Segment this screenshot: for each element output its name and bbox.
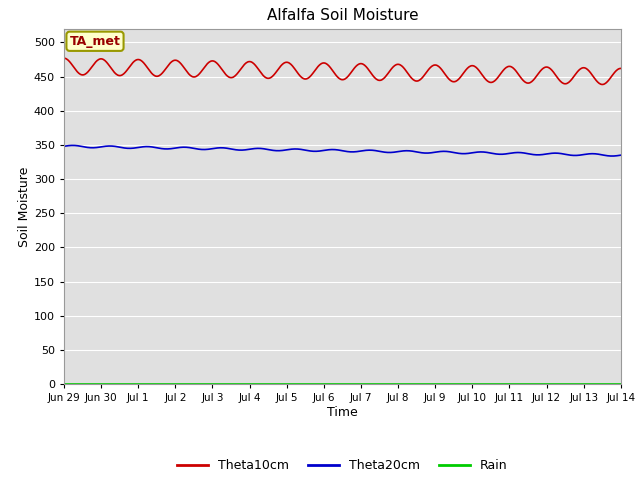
Rain <box>70 381 78 387</box>
Theta10cm <box>70 65 78 71</box>
Theta10cm <box>598 82 606 87</box>
Theta20cm <box>214 145 222 151</box>
Rain <box>214 381 221 387</box>
Line: Theta10cm: Theta10cm <box>64 58 621 84</box>
Theta20cm <box>428 150 435 156</box>
Theta10cm <box>410 77 418 83</box>
Theta20cm <box>128 145 136 151</box>
Rain <box>60 381 68 387</box>
Rain <box>410 381 418 387</box>
Y-axis label: Soil Moisture: Soil Moisture <box>18 166 31 247</box>
Text: TA_met: TA_met <box>70 35 120 48</box>
Theta20cm <box>68 143 76 148</box>
Theta10cm <box>127 61 135 67</box>
Theta10cm <box>617 66 625 72</box>
Rain <box>127 381 135 387</box>
Theta20cm <box>185 144 193 150</box>
Rain <box>184 381 192 387</box>
Theta20cm <box>411 149 419 155</box>
Legend: Theta10cm, Theta20cm, Rain: Theta10cm, Theta20cm, Rain <box>172 454 513 477</box>
Theta20cm <box>60 144 68 149</box>
Rain <box>426 381 434 387</box>
Theta10cm <box>426 65 434 71</box>
Theta10cm <box>184 70 192 76</box>
X-axis label: Time: Time <box>327 406 358 419</box>
Title: Alfalfa Soil Moisture: Alfalfa Soil Moisture <box>267 9 418 24</box>
Theta10cm <box>214 61 221 67</box>
Theta10cm <box>60 55 68 61</box>
Theta20cm <box>71 143 79 148</box>
Line: Theta20cm: Theta20cm <box>64 145 621 156</box>
Rain <box>617 381 625 387</box>
Theta20cm <box>609 153 616 159</box>
Theta20cm <box>617 152 625 158</box>
